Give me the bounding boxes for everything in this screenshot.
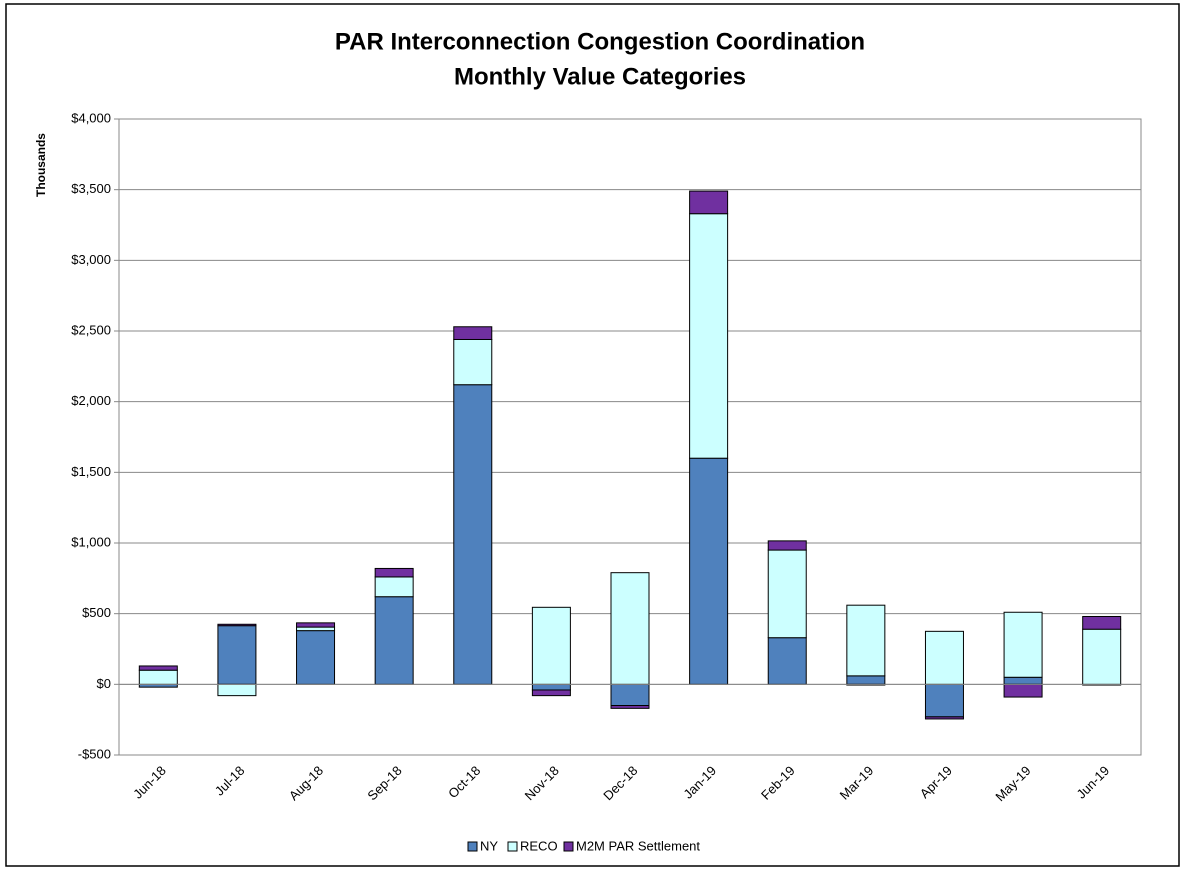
bar bbox=[689, 190, 729, 215]
y-tick-label: $500 bbox=[82, 605, 111, 620]
bar bbox=[924, 716, 964, 720]
bar bbox=[296, 630, 336, 685]
y-tick-label: $1,000 bbox=[71, 534, 111, 549]
bar bbox=[531, 689, 571, 697]
chart-subtitle: Monthly Value Categories bbox=[454, 63, 746, 90]
bar bbox=[610, 572, 650, 685]
bar bbox=[846, 604, 886, 677]
bar bbox=[374, 596, 414, 685]
bar bbox=[1003, 611, 1043, 678]
y-tick-label: $2,500 bbox=[71, 322, 111, 337]
y-tick-label: $3,500 bbox=[71, 181, 111, 196]
y-tick-label: $1,500 bbox=[71, 464, 111, 479]
legend-swatch bbox=[467, 841, 478, 852]
y-tick-label: $2,000 bbox=[71, 393, 111, 408]
bar bbox=[610, 683, 650, 707]
legend-swatch bbox=[507, 841, 518, 852]
bar bbox=[1003, 683, 1043, 698]
bar bbox=[453, 326, 493, 340]
bar bbox=[924, 630, 964, 685]
y-axis-label: Thousands bbox=[34, 133, 48, 197]
bar bbox=[767, 540, 807, 551]
legend-label: RECO bbox=[520, 838, 558, 853]
legend-swatch bbox=[563, 841, 574, 852]
bar bbox=[217, 623, 257, 627]
legend-label: M2M PAR Settlement bbox=[576, 838, 700, 853]
bar bbox=[610, 705, 650, 709]
bar bbox=[296, 622, 336, 628]
y-tick-label: $3,000 bbox=[71, 252, 111, 267]
bar bbox=[453, 338, 493, 386]
bar bbox=[217, 683, 257, 697]
bar bbox=[138, 665, 178, 671]
bar bbox=[767, 549, 807, 639]
bar bbox=[1082, 628, 1122, 685]
bar bbox=[374, 567, 414, 578]
bar bbox=[1082, 615, 1122, 630]
legend-label: NY bbox=[480, 838, 498, 853]
bar bbox=[296, 626, 336, 632]
bar bbox=[1003, 676, 1043, 685]
bar bbox=[531, 683, 571, 691]
bar bbox=[531, 606, 571, 685]
bar bbox=[217, 625, 257, 685]
bar bbox=[689, 213, 729, 459]
bar bbox=[453, 384, 493, 685]
y-tick-label: $0 bbox=[97, 676, 111, 691]
y-tick-label: -$500 bbox=[78, 746, 111, 761]
bar bbox=[374, 576, 414, 598]
y-tick-label: $4,000 bbox=[71, 110, 111, 125]
bar bbox=[138, 669, 178, 685]
bar bbox=[924, 683, 964, 718]
bar bbox=[689, 457, 729, 685]
bar bbox=[846, 675, 886, 685]
bar bbox=[767, 637, 807, 685]
chart-title: PAR Interconnection Congestion Coordinat… bbox=[335, 28, 865, 55]
